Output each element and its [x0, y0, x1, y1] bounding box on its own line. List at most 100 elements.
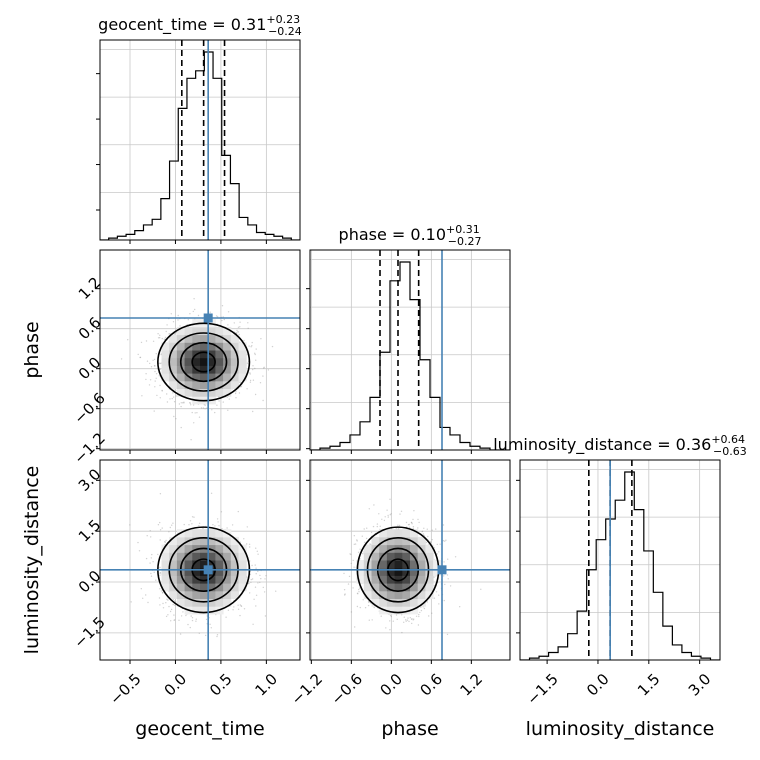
density-cell [215, 552, 224, 561]
sample-point [159, 588, 161, 590]
sample-point [405, 521, 408, 524]
density-cell [363, 583, 372, 592]
sample-point [362, 553, 364, 555]
sample-point [343, 572, 345, 575]
sample-point [254, 367, 256, 370]
sample-point [263, 366, 265, 368]
sample-point [158, 597, 161, 599]
sample-point [187, 623, 189, 626]
density-cell [417, 567, 426, 576]
density-cell [161, 342, 170, 351]
density-cell [402, 606, 411, 615]
sample-point [235, 397, 237, 399]
axes-frame [309, 459, 511, 661]
density-cell [386, 552, 396, 561]
sample-point [150, 575, 153, 577]
density-cell [230, 365, 239, 374]
sample-point [443, 599, 445, 602]
density-cell [161, 350, 170, 359]
density-cell [230, 590, 239, 599]
sample-point [259, 574, 261, 577]
density-cell [161, 575, 170, 584]
sample-point [236, 329, 238, 332]
density-cell [192, 590, 201, 599]
sample-point [403, 616, 405, 618]
density-cell [238, 575, 247, 584]
sample-point [240, 605, 242, 607]
density-cell [200, 590, 209, 599]
sample-point [221, 528, 223, 530]
sample-point [210, 627, 212, 629]
sample-point [139, 356, 142, 359]
sample-point [157, 337, 160, 339]
x-tick-label-2: 1.5 [634, 670, 664, 700]
sample-point [252, 379, 255, 381]
density-cell [200, 380, 209, 389]
density-cell [184, 380, 193, 389]
density-cell [161, 357, 170, 366]
density-cell [379, 560, 388, 569]
density-cell [200, 536, 209, 546]
sample-point [159, 539, 161, 541]
density-cell [200, 560, 209, 569]
sample-point [222, 401, 224, 403]
density-cell [169, 334, 178, 343]
sample-point [263, 367, 265, 369]
sample-point [185, 614, 187, 617]
sample-point [446, 633, 449, 636]
sample-point [403, 621, 405, 623]
sample-point [183, 401, 185, 403]
sample-point [149, 362, 151, 365]
density-cell [215, 334, 224, 343]
density-cell [379, 598, 388, 607]
density-cell [207, 583, 216, 592]
density-cell [238, 560, 247, 569]
x-tick-label-4: 1.2 [456, 670, 486, 700]
axes-frame [99, 459, 301, 661]
density-cell [207, 342, 216, 351]
sample-point [371, 619, 373, 621]
sample-point [191, 619, 194, 622]
sample-point [433, 576, 435, 578]
sample-point [419, 611, 421, 614]
density-cell [176, 326, 186, 336]
sample-point [209, 311, 211, 313]
sample-point [187, 319, 189, 321]
sample-point [260, 338, 262, 340]
sample-point [254, 586, 257, 588]
sample-point [238, 392, 241, 394]
sample-point [363, 528, 365, 530]
sample-point [264, 578, 266, 580]
sample-point [166, 393, 168, 395]
sample-point [401, 614, 403, 616]
density-cell [402, 552, 411, 561]
density-cell [207, 529, 216, 538]
sample-point [259, 382, 262, 384]
sample-point [480, 588, 482, 590]
sample-point [442, 540, 445, 542]
sample-point [447, 578, 449, 580]
density-cell [200, 357, 209, 366]
axes-frame [519, 459, 721, 661]
sample-point [141, 395, 143, 397]
sample-point [159, 574, 161, 576]
sample-point [426, 601, 428, 603]
density-cell [394, 567, 403, 576]
density-cell [379, 567, 388, 576]
density-cell [230, 350, 239, 359]
density-cell [207, 388, 216, 397]
sample-point [389, 514, 391, 516]
sample-point [215, 315, 218, 317]
sample-point [254, 353, 256, 356]
title-upper-error: +0.64 [711, 433, 745, 446]
panel-title-phase: phase = 0.10+0.31 −0.27 [339, 223, 482, 248]
density-cell [192, 552, 201, 561]
sample-point [357, 551, 360, 553]
density-cell [238, 373, 247, 382]
sample-point [165, 615, 168, 618]
density-cell [200, 326, 209, 336]
sample-point [161, 390, 163, 392]
sample-point [180, 405, 182, 408]
density-cell [215, 373, 224, 382]
sample-point [354, 543, 357, 545]
